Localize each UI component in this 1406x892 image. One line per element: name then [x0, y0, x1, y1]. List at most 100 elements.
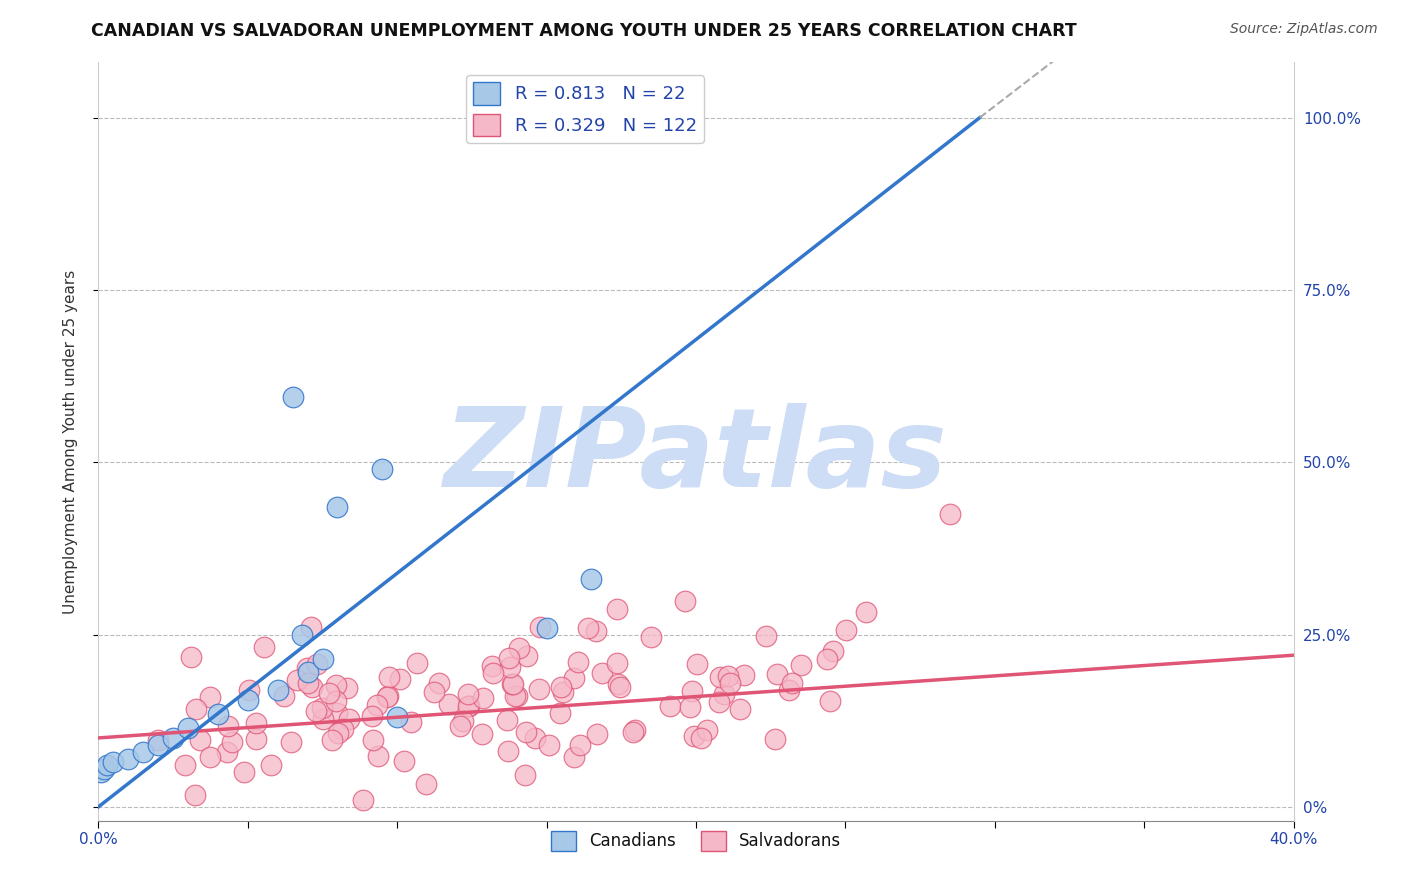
Point [273, 690, 295, 704]
Point [499, 659, 522, 673]
Point [498, 651, 520, 665]
Point [591, 666, 613, 681]
Point [939, 507, 962, 521]
Point [93, 762, 115, 776]
Point [709, 695, 731, 709]
Point [325, 678, 347, 692]
Point [780, 675, 803, 690]
Point [606, 677, 628, 691]
Point [713, 687, 735, 701]
Point [245, 715, 267, 730]
Point [328, 726, 350, 740]
Point [299, 620, 322, 634]
Point [291, 627, 314, 641]
Point [562, 671, 585, 685]
Legend: Canadians, Salvadorans: Canadians, Salvadorans [544, 824, 848, 858]
Point [253, 640, 276, 654]
Point [198, 690, 221, 705]
Point [815, 652, 838, 666]
Point [280, 734, 302, 748]
Point [352, 793, 374, 807]
Point [457, 698, 479, 713]
Point [96, 758, 118, 772]
Point [606, 656, 628, 670]
Point [297, 676, 319, 690]
Point [457, 687, 479, 701]
Point [90, 765, 112, 780]
Point [536, 621, 558, 635]
Point [501, 677, 523, 691]
Point [778, 683, 800, 698]
Y-axis label: Unemployment Among Youth under 25 years: Unemployment Among Youth under 25 years [63, 269, 77, 614]
Point [446, 827, 468, 841]
Point [621, 725, 644, 739]
Point [174, 757, 197, 772]
Point [198, 750, 221, 764]
Point [709, 669, 731, 683]
Point [728, 702, 751, 716]
Point [553, 685, 575, 699]
Point [818, 693, 841, 707]
Point [581, 573, 603, 587]
Point [377, 690, 399, 704]
Point [790, 657, 813, 672]
Point [132, 745, 155, 759]
Point [207, 706, 229, 721]
Point [516, 648, 538, 663]
Point [763, 732, 786, 747]
Point [717, 669, 740, 683]
Point [325, 706, 347, 720]
Point [681, 684, 703, 698]
Point [689, 731, 711, 746]
Point [640, 630, 662, 644]
Point [236, 693, 259, 707]
Point [233, 764, 256, 779]
Point [180, 649, 202, 664]
Point [523, 731, 546, 746]
Point [336, 681, 359, 695]
Point [377, 670, 399, 684]
Point [238, 683, 260, 698]
Point [215, 745, 238, 759]
Point [367, 749, 389, 764]
Point [297, 665, 319, 680]
Point [297, 661, 319, 675]
Point [449, 719, 471, 733]
Point [569, 739, 592, 753]
Point [326, 500, 349, 514]
Point [679, 699, 702, 714]
Point [718, 676, 741, 690]
Point [696, 723, 718, 737]
Point [481, 665, 503, 680]
Point [117, 751, 139, 765]
Point [311, 651, 333, 665]
Point [496, 714, 519, 728]
Point [508, 640, 530, 655]
Point [498, 744, 520, 758]
Point [529, 681, 551, 696]
Point [458, 698, 481, 713]
Point [285, 673, 308, 687]
Point [683, 729, 706, 743]
Point [188, 733, 211, 747]
Point [609, 680, 631, 694]
Point [245, 732, 267, 747]
Point [733, 667, 755, 681]
Point [267, 682, 290, 697]
Point [429, 675, 451, 690]
Point [162, 731, 184, 745]
Point [406, 656, 429, 670]
Point [148, 738, 170, 752]
Point [366, 698, 388, 712]
Text: Source: ZipAtlas.com: Source: ZipAtlas.com [1230, 22, 1378, 37]
Point [658, 699, 681, 714]
Point [766, 666, 789, 681]
Point [673, 594, 696, 608]
Point [506, 689, 529, 703]
Point [835, 624, 858, 638]
Point [451, 714, 474, 728]
Point [103, 755, 125, 769]
Point [606, 602, 628, 616]
Point [550, 680, 572, 694]
Point [437, 697, 460, 711]
